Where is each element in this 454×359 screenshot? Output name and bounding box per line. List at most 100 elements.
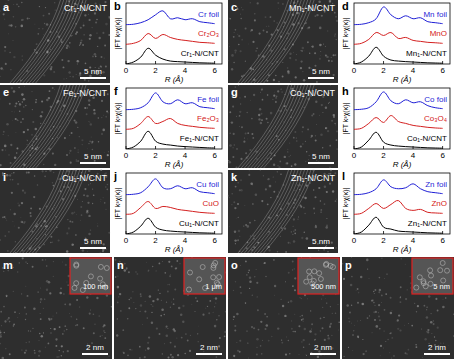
texture <box>53 261 54 262</box>
texture <box>268 340 270 342</box>
texture <box>287 67 289 69</box>
texture <box>18 227 20 229</box>
texture <box>305 141 306 142</box>
texture <box>261 353 262 354</box>
texture <box>320 134 323 137</box>
texture <box>238 230 241 233</box>
texture <box>46 99 48 101</box>
texture <box>103 152 105 154</box>
texture <box>255 194 258 197</box>
series-label: Cr₂O₃ <box>198 29 219 38</box>
texture <box>275 101 277 103</box>
texture <box>385 341 386 342</box>
texture <box>239 115 240 116</box>
texture <box>180 314 183 317</box>
texture <box>135 271 136 272</box>
texture <box>281 339 282 340</box>
texture <box>45 7 46 8</box>
texture <box>83 25 85 27</box>
texture <box>21 349 22 350</box>
texture <box>381 295 383 297</box>
texture <box>52 275 54 277</box>
texture <box>184 353 186 355</box>
texture <box>414 303 415 304</box>
texture <box>88 184 89 185</box>
texture <box>365 350 367 352</box>
texture <box>26 144 27 145</box>
texture <box>48 343 50 345</box>
texture <box>239 126 241 128</box>
texture <box>71 244 73 246</box>
texture <box>307 41 309 43</box>
panel-letter: e <box>3 86 9 98</box>
texture <box>46 23 48 25</box>
texture <box>140 295 142 297</box>
texture <box>63 66 65 68</box>
texture <box>88 170 90 172</box>
texture <box>234 144 235 145</box>
texture <box>294 233 296 235</box>
texture <box>58 356 60 358</box>
texture <box>32 121 34 123</box>
texture <box>14 111 16 113</box>
x-tick-label: 0 <box>124 66 129 75</box>
texture <box>15 103 17 105</box>
texture <box>10 24 12 26</box>
texture <box>71 221 73 223</box>
texture <box>442 298 444 300</box>
cnt-wall <box>10 85 61 168</box>
texture <box>11 173 12 174</box>
texture <box>90 136 92 138</box>
texture <box>44 346 46 348</box>
texture <box>241 39 243 41</box>
texture <box>267 122 268 123</box>
texture <box>39 6 40 7</box>
texture <box>164 272 166 274</box>
chart: 0246R (Å)|FT k³χ(κ)|dMn foilMnOMn₁-N/CNT <box>342 0 450 84</box>
texture <box>260 122 262 124</box>
texture <box>411 325 413 327</box>
texture <box>38 340 39 341</box>
texture <box>281 91 283 93</box>
texture <box>93 109 95 111</box>
texture <box>198 325 200 327</box>
texture <box>335 16 336 17</box>
texture <box>35 128 38 131</box>
texture <box>44 23 45 24</box>
texture <box>89 34 91 36</box>
micrograph: o500 nm2 nm <box>228 257 340 359</box>
texture <box>126 268 128 270</box>
texture <box>21 25 24 28</box>
series-label: Co₃O₄ <box>424 114 447 123</box>
texture <box>272 99 273 100</box>
texture <box>68 227 70 229</box>
micrograph: p5 nm2 nm <box>342 257 454 359</box>
y-axis-label: |FT k³χ(κ)| <box>114 102 122 134</box>
texture <box>13 325 14 326</box>
inset <box>412 258 453 294</box>
scale-bar-label: 5 nm <box>312 67 330 76</box>
texture <box>14 105 16 107</box>
texture <box>46 265 47 266</box>
texture <box>274 285 276 287</box>
texture <box>327 337 329 339</box>
inset-texture <box>188 270 193 275</box>
texture <box>228 226 230 228</box>
micrograph-bg <box>228 85 338 168</box>
plot-frame <box>126 173 222 234</box>
texture <box>405 298 407 300</box>
texture <box>144 310 146 312</box>
texture <box>290 300 292 302</box>
texture <box>108 151 109 152</box>
micrograph: n1 μm2 nm <box>114 257 227 359</box>
texture <box>108 16 110 18</box>
x-tick-label: 4 <box>183 151 188 160</box>
texture <box>103 324 105 326</box>
texture <box>45 170 47 172</box>
texture <box>43 74 45 76</box>
texture <box>44 176 46 178</box>
texture <box>360 320 362 322</box>
texture <box>23 106 24 107</box>
texture <box>225 311 226 312</box>
texture <box>145 350 146 351</box>
